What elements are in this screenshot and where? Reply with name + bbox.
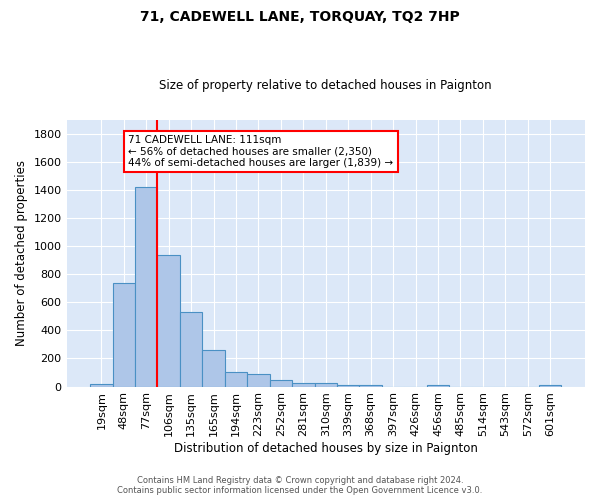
Y-axis label: Number of detached properties: Number of detached properties [15, 160, 28, 346]
Bar [292, 383, 314, 386]
Bar [157, 255, 180, 386]
Text: 71, CADEWELL LANE, TORQUAY, TQ2 7HP: 71, CADEWELL LANE, TORQUAY, TQ2 7HP [140, 10, 460, 24]
Text: 71 CADEWELL LANE: 111sqm
← 56% of detached houses are smaller (2,350)
44% of sem: 71 CADEWELL LANE: 111sqm ← 56% of detach… [128, 135, 394, 168]
Bar [359, 385, 382, 386]
Bar [113, 282, 135, 387]
Bar [202, 350, 225, 387]
Bar [539, 385, 562, 386]
Bar [314, 384, 337, 386]
Bar [225, 372, 247, 386]
Bar [247, 374, 269, 386]
Bar [269, 380, 292, 386]
Bar [135, 187, 157, 386]
Title: Size of property relative to detached houses in Paignton: Size of property relative to detached ho… [160, 79, 492, 92]
X-axis label: Distribution of detached houses by size in Paignton: Distribution of detached houses by size … [174, 442, 478, 455]
Bar [90, 384, 113, 386]
Bar [180, 312, 202, 386]
Text: Contains HM Land Registry data © Crown copyright and database right 2024.
Contai: Contains HM Land Registry data © Crown c… [118, 476, 482, 495]
